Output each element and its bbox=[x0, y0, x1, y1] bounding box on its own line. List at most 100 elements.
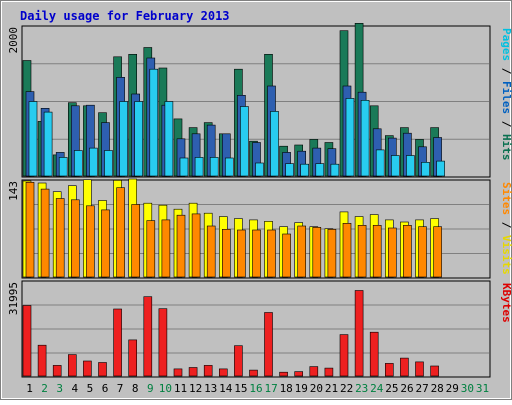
bar-kbytes bbox=[234, 345, 243, 377]
bar-pages bbox=[119, 101, 128, 177]
bar-pages bbox=[194, 157, 204, 177]
x-tick-label: 4 bbox=[71, 382, 78, 395]
bar-pages bbox=[209, 157, 219, 177]
bar-kbytes bbox=[143, 296, 153, 377]
legend-part: Files bbox=[500, 81, 512, 114]
x-tick-label: 1 bbox=[26, 382, 33, 395]
bar-sites bbox=[176, 214, 186, 278]
x-tick-label: 5 bbox=[87, 382, 94, 395]
bar-kbytes bbox=[22, 305, 32, 377]
x-tick-label: 18 bbox=[280, 382, 293, 395]
bar-pages bbox=[315, 163, 325, 177]
bar-sites bbox=[327, 229, 337, 278]
bar-kbytes bbox=[249, 369, 258, 377]
bar-kbytes bbox=[369, 331, 379, 377]
bar-sites bbox=[191, 213, 201, 278]
bar-sites bbox=[267, 229, 276, 278]
x-tick-label: 17 bbox=[264, 382, 277, 395]
bar-sites bbox=[71, 199, 80, 278]
bar-sites bbox=[433, 226, 442, 278]
bar-pages bbox=[345, 98, 355, 177]
bar-sites bbox=[342, 223, 352, 278]
bar-pages bbox=[240, 106, 249, 177]
bar-kbytes bbox=[173, 368, 183, 377]
bar-pages bbox=[104, 150, 113, 177]
bar-pages bbox=[285, 163, 294, 177]
bar-kbytes bbox=[52, 365, 62, 377]
x-tick-label: 24 bbox=[370, 382, 384, 395]
x-tick-label: 12 bbox=[189, 382, 202, 395]
bar-kbytes bbox=[279, 371, 288, 377]
bar-sites bbox=[131, 204, 140, 278]
bar-kbytes bbox=[354, 290, 364, 377]
x-tick-label: 16 bbox=[249, 382, 262, 395]
bar-kbytes bbox=[309, 366, 319, 377]
bar-pages bbox=[164, 101, 174, 177]
bar-pages bbox=[134, 101, 143, 177]
bar-pages bbox=[225, 157, 234, 177]
x-tick-label: 28 bbox=[431, 382, 444, 395]
bar-pages bbox=[89, 147, 98, 177]
x-tick-label: 6 bbox=[102, 382, 109, 395]
bar-sites bbox=[252, 229, 261, 278]
bar-pages bbox=[360, 100, 370, 177]
x-tick-label: 8 bbox=[132, 382, 139, 395]
bar-kbytes bbox=[128, 339, 137, 377]
bar-kbytes bbox=[400, 357, 409, 377]
bar-sites bbox=[282, 233, 291, 278]
bar-sites bbox=[357, 225, 367, 278]
legend-part: Visits bbox=[500, 235, 512, 275]
bar-kbytes bbox=[384, 363, 394, 377]
x-tick-label: 9 bbox=[147, 382, 154, 395]
bar-kbytes bbox=[264, 312, 273, 377]
y-max-label: 2000 bbox=[7, 27, 20, 54]
bar-kbytes bbox=[430, 365, 439, 377]
bar-kbytes bbox=[113, 308, 122, 377]
bar-pages bbox=[375, 149, 385, 177]
legend-hits_panel: Pages / Files / Hits bbox=[500, 28, 512, 161]
x-tick-label: 3 bbox=[56, 382, 63, 395]
bar-sites bbox=[372, 225, 382, 278]
bar-sites bbox=[161, 219, 171, 278]
bar-pages bbox=[74, 150, 83, 177]
legend-part: Pages bbox=[500, 28, 512, 61]
bar-pages bbox=[390, 155, 400, 177]
x-tick-label: 23 bbox=[355, 382, 368, 395]
legend-part: Hits bbox=[500, 134, 512, 161]
legend-visits_panel: Sites / Visits bbox=[500, 182, 512, 275]
bar-pages bbox=[330, 163, 340, 177]
bar-sites bbox=[206, 225, 216, 278]
bar-kbytes bbox=[219, 368, 228, 377]
chart-title: Daily usage for February 2013 bbox=[20, 9, 230, 23]
bar-sites bbox=[222, 229, 231, 278]
x-tick-label: 22 bbox=[340, 382, 353, 395]
y-max-label: 31995 bbox=[7, 282, 20, 315]
bar-sites bbox=[387, 227, 397, 278]
x-tick-label: 21 bbox=[325, 382, 338, 395]
legend-part: / bbox=[500, 61, 512, 81]
bar-pages bbox=[179, 157, 189, 177]
x-tick-label: 19 bbox=[295, 382, 308, 395]
bar-sites bbox=[237, 229, 246, 278]
legend-part: Sites bbox=[500, 182, 512, 215]
bar-pages bbox=[421, 162, 430, 177]
bar-pages bbox=[58, 157, 68, 177]
x-tick-label: 31 bbox=[476, 382, 489, 395]
bar-sites bbox=[40, 188, 50, 278]
x-tick-label: 25 bbox=[385, 382, 398, 395]
bar-kbytes bbox=[98, 362, 107, 377]
bar-pages bbox=[436, 160, 445, 177]
x-tick-label: 10 bbox=[159, 382, 172, 395]
bar-sites bbox=[418, 226, 427, 278]
bar-kbytes bbox=[415, 361, 424, 377]
bar-pages bbox=[270, 111, 279, 177]
bar-pages bbox=[149, 68, 159, 177]
x-tick-label: 11 bbox=[174, 382, 187, 395]
bar-kbytes bbox=[37, 344, 47, 377]
bar-kbytes bbox=[188, 367, 198, 377]
x-tick-label: 2 bbox=[41, 382, 48, 395]
bar-kbytes bbox=[294, 371, 304, 377]
bar-kbytes bbox=[339, 334, 349, 377]
